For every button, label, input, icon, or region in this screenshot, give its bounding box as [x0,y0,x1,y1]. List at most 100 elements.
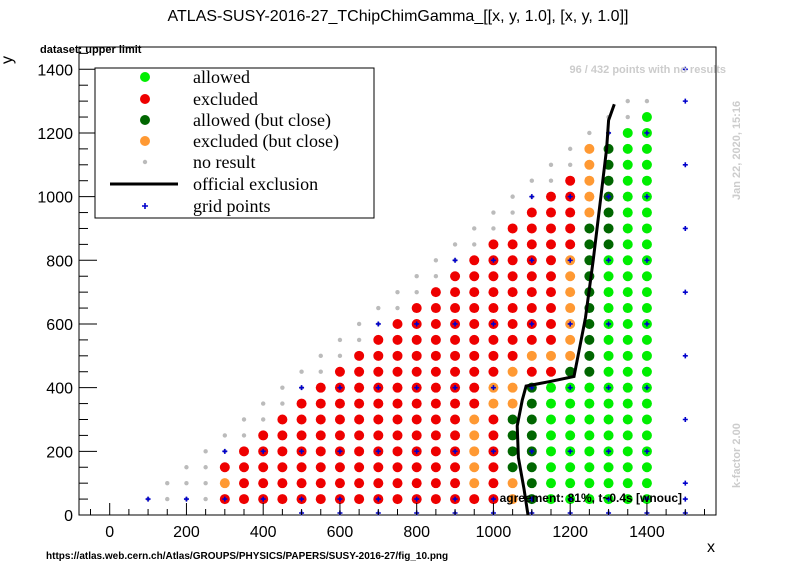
point-allowed [622,446,633,457]
point-no-result [587,130,592,136]
legend-marker [140,136,150,146]
point-allowed-close [526,414,537,425]
grid-point [682,289,688,295]
point-excluded [526,303,537,314]
point-no-result [241,417,247,422]
point-allowed-close [584,318,595,329]
point-allowed [584,398,595,409]
point-no-result [165,480,170,486]
point-excluded [239,462,250,473]
grid-point [490,496,496,502]
point-excluded-close [584,191,595,202]
point-excluded [507,239,518,250]
point-excluded [258,462,269,473]
point-excluded [411,462,422,473]
exclusion-line-layer [515,103,616,516]
y-tick-label: 400 [46,381,73,398]
point-allowed [641,287,652,298]
point-excluded [565,239,576,250]
point-excluded [507,271,518,282]
point-no-result [356,321,362,327]
point-allowed [603,478,614,489]
point-allowed [641,271,652,282]
point-allowed [622,430,633,441]
point-excluded-close [565,271,576,282]
point-excluded [354,446,365,457]
point-excluded [507,303,518,314]
point-excluded [392,366,403,377]
point-excluded [373,366,384,377]
point-no-result [472,242,477,247]
point-excluded [315,462,326,473]
point-no-result [356,337,362,343]
point-excluded [392,446,403,457]
point-excluded [430,287,441,298]
point-excluded [450,350,461,361]
grid-point [682,496,688,502]
point-allowed [622,287,633,298]
point-no-result [318,353,323,359]
grid-point [452,496,458,502]
x-tick-label: 600 [327,524,354,541]
point-allowed [641,112,652,123]
grid-point [260,496,266,502]
point-allowed [622,143,633,154]
point-excluded-close [507,478,518,489]
point-excluded [296,462,307,473]
point-no-result [548,162,554,167]
point-allowed [545,414,556,425]
y-tick-label: 600 [46,317,73,334]
grid-point [644,130,650,136]
point-allowed [584,478,595,489]
point-excluded [507,318,518,329]
point-allowed [545,430,556,441]
point-no-result [260,401,266,406]
point-excluded [430,318,441,329]
point-excluded [354,398,365,409]
grid-point [452,257,458,263]
point-excluded-close [526,350,537,361]
grid-point [606,496,612,502]
point-allowed-close [507,462,518,473]
point-excluded [430,462,441,473]
point-excluded [373,414,384,425]
point-excluded [277,446,288,457]
point-no-result [567,146,573,152]
point-allowed-close [603,223,614,234]
point-allowed [641,239,652,250]
point-no-result [260,417,266,422]
point-excluded [373,462,384,473]
point-no-result [510,194,515,199]
grid-point [490,448,496,454]
grid-point [145,496,151,502]
point-allowed [603,271,614,282]
point-excluded [488,334,499,345]
grid-point [375,321,381,327]
y-tick-label: 0 [64,508,73,525]
timestamp: Jan 22, 2020, 15:16 [731,101,743,200]
point-excluded [545,303,556,314]
point-allowed-close [603,175,614,186]
point-allowed [622,127,633,138]
point-allowed [622,175,633,186]
point-no-result [548,178,554,183]
point-allowed [641,175,652,186]
point-excluded [507,334,518,345]
point-excluded [239,478,250,489]
legend-label: official exclusion [193,174,318,194]
point-excluded [392,334,403,345]
point-allowed [641,159,652,170]
point-excluded [392,350,403,361]
point-excluded [450,430,461,441]
grid-point [606,257,612,263]
grid-point [644,448,650,454]
point-allowed [641,478,652,489]
point-allowed [622,350,633,361]
point-excluded-close [507,494,518,505]
point-no-result [433,274,439,279]
grid-point [567,496,573,502]
point-allowed-close [584,239,595,250]
point-excluded [450,398,461,409]
grid-point [567,448,573,454]
point-excluded [545,255,556,266]
